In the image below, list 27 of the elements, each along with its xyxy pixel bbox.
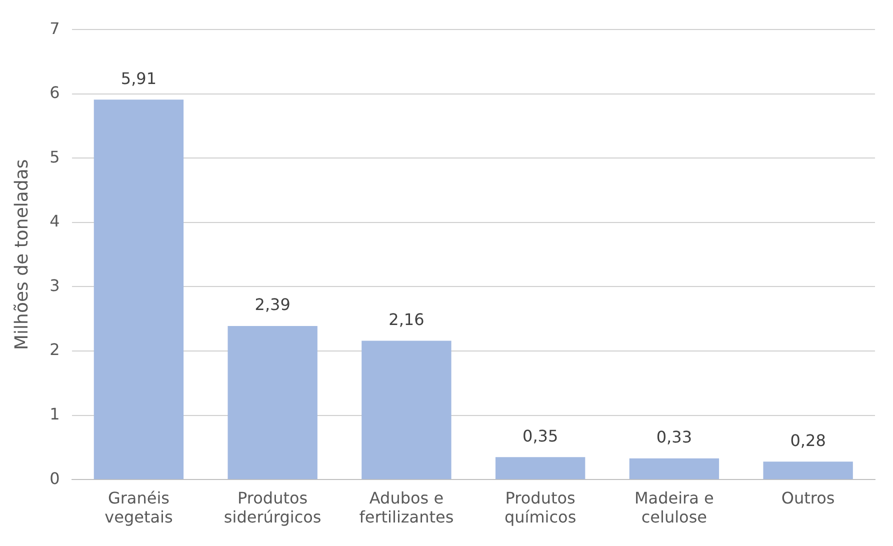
x-tick-label: Outros [781, 488, 835, 508]
y-tick-label: 0 [50, 468, 60, 488]
y-tick-label: 6 [50, 83, 60, 102]
data-label: 2,39 [254, 295, 290, 314]
y-tick-label: 4 [50, 212, 60, 231]
y-tick-label: 5 [50, 147, 60, 166]
y-tick-label: 2 [50, 340, 60, 360]
y-axis-title: Milhões de toneladas [11, 159, 32, 350]
x-tick-label: Madeira e celulose [634, 488, 714, 527]
data-label: 5,91 [120, 68, 157, 88]
x-tick-label: Adubos e fertilizantes [359, 488, 454, 527]
y-tick-label: 1 [50, 404, 60, 424]
bar [495, 457, 586, 480]
bar [228, 326, 318, 480]
y-tick-label: 7 [50, 18, 60, 38]
data-label: 0,35 [522, 426, 558, 446]
bar [362, 340, 452, 480]
data-label: 0,28 [790, 430, 826, 450]
x-tick-label: Produtos siderúrgicos [224, 488, 322, 527]
bar [763, 462, 853, 480]
x-tick-label: Granéis vegetais [104, 488, 173, 527]
data-label: 0,33 [656, 428, 692, 447]
bar [94, 100, 184, 480]
x-tick-label: Produtos químicos [504, 488, 576, 527]
bar [629, 458, 720, 480]
data-label: 2,16 [388, 310, 424, 329]
y-tick-label: 3 [50, 276, 60, 295]
